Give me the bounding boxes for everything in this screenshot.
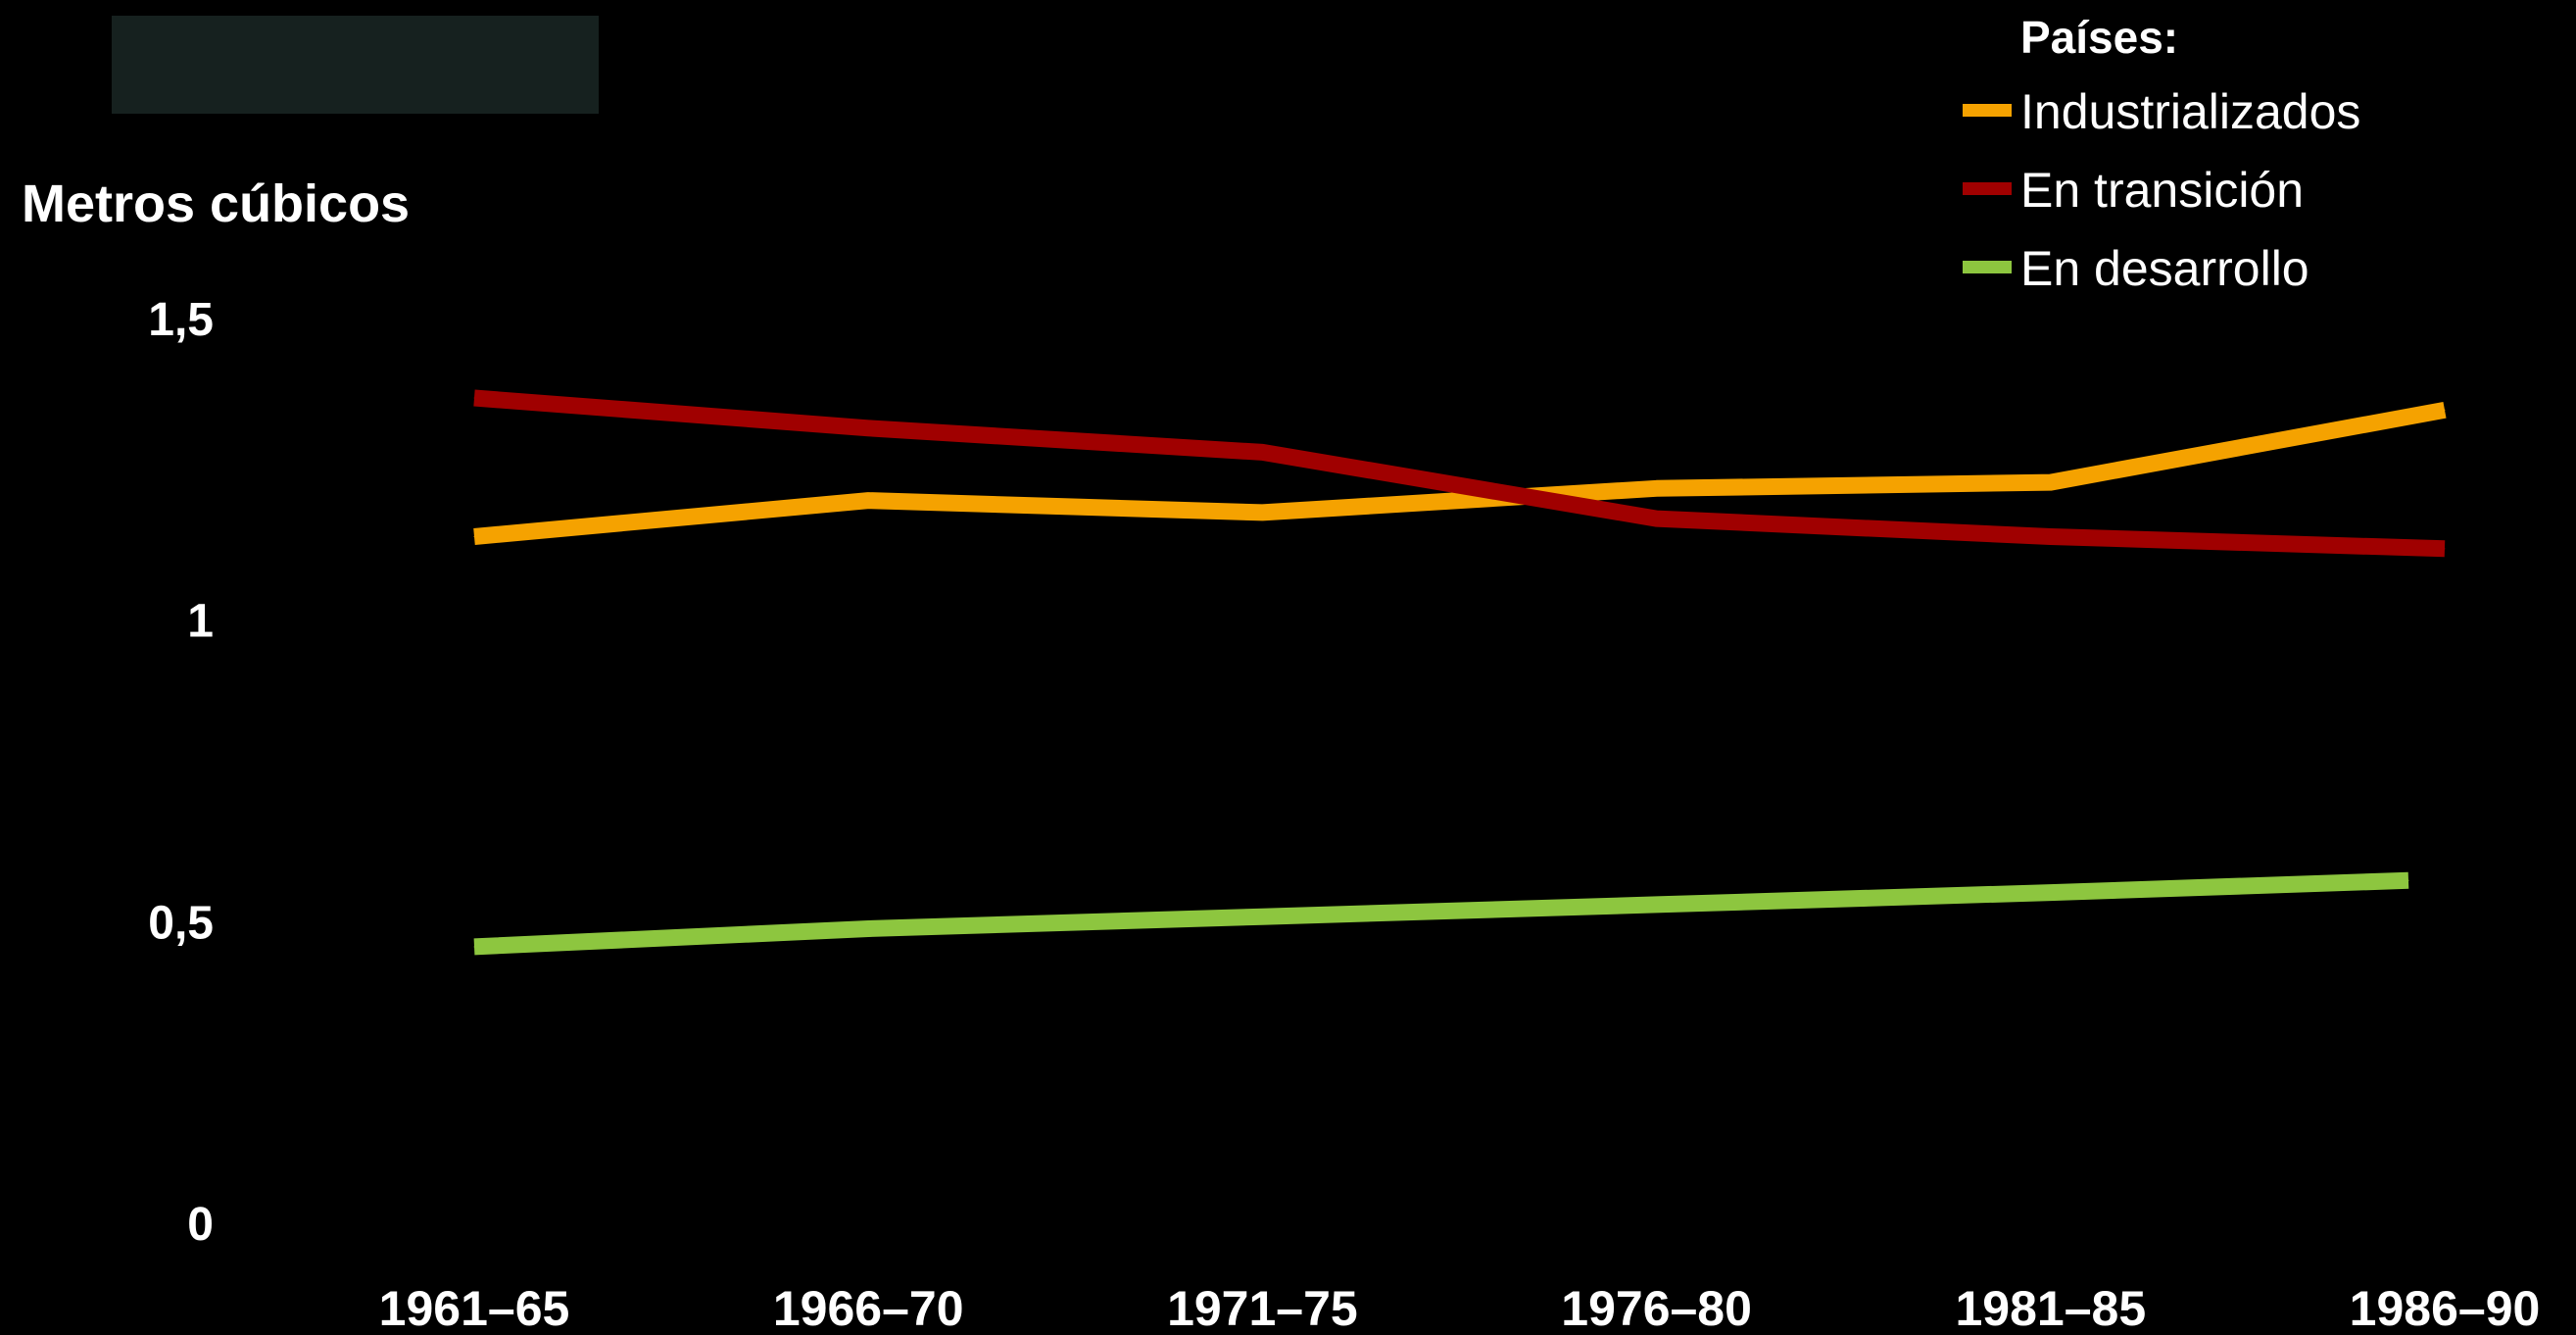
y-axis-label: Metros cúbicos	[22, 174, 410, 233]
x-tick-label: 1981–85	[1955, 1281, 2146, 1335]
data-point	[1656, 904, 1658, 906]
legend: Países: Industrializados En transición En …	[1963, 12, 2360, 296]
legend-label: Industrializados	[2020, 84, 2360, 139]
legend-items: Industrializados En transición En desarrol…	[1963, 84, 2360, 296]
data-point	[1261, 915, 1263, 917]
y-tick-label: 1,5	[148, 294, 214, 346]
data-point	[2444, 548, 2446, 550]
header-placeholder-box	[112, 16, 599, 114]
legend-title: Países:	[2020, 12, 2178, 63]
data-point	[2050, 892, 2052, 894]
x-tick-label: 1971–75	[1167, 1281, 1358, 1335]
data-point	[867, 927, 869, 929]
data-point	[1261, 512, 1263, 514]
x-tick-label: 1986–90	[2350, 1281, 2541, 1335]
x-axis-ticks: 1961–65 1966–70 1971–75 1976–80 1981–85 1986–…	[379, 1281, 2541, 1335]
y-tick-label: 0,5	[148, 897, 214, 949]
data-point	[2050, 536, 2052, 538]
legend-label: En transición	[2020, 163, 2304, 218]
series-line	[473, 871, 2409, 956]
data-point	[2444, 409, 2446, 411]
legend-label: En desarrollo	[2020, 241, 2309, 296]
series-lines	[473, 389, 2447, 956]
x-tick-label: 1966–70	[773, 1281, 964, 1335]
series-line	[473, 401, 2447, 545]
legend-swatch	[1963, 182, 2012, 195]
data-point	[473, 946, 475, 948]
x-tick-label: 1961–65	[379, 1281, 570, 1335]
data-point	[1656, 487, 1658, 489]
data-point	[2407, 879, 2409, 881]
data-point	[2050, 481, 2052, 483]
legend-swatch	[1963, 104, 2012, 117]
y-tick-label: 0	[187, 1199, 214, 1251]
series-line	[473, 389, 2446, 558]
y-tick-label: 1	[187, 596, 214, 648]
data-point	[473, 397, 475, 399]
y-axis-ticks: 0 0,5 1 1,5	[148, 294, 214, 1251]
data-point	[473, 536, 475, 538]
data-point	[867, 427, 869, 429]
x-tick-label: 1976–80	[1561, 1281, 1752, 1335]
data-point	[867, 500, 869, 502]
legend-swatch	[1963, 261, 2012, 273]
data-point	[1261, 451, 1263, 453]
